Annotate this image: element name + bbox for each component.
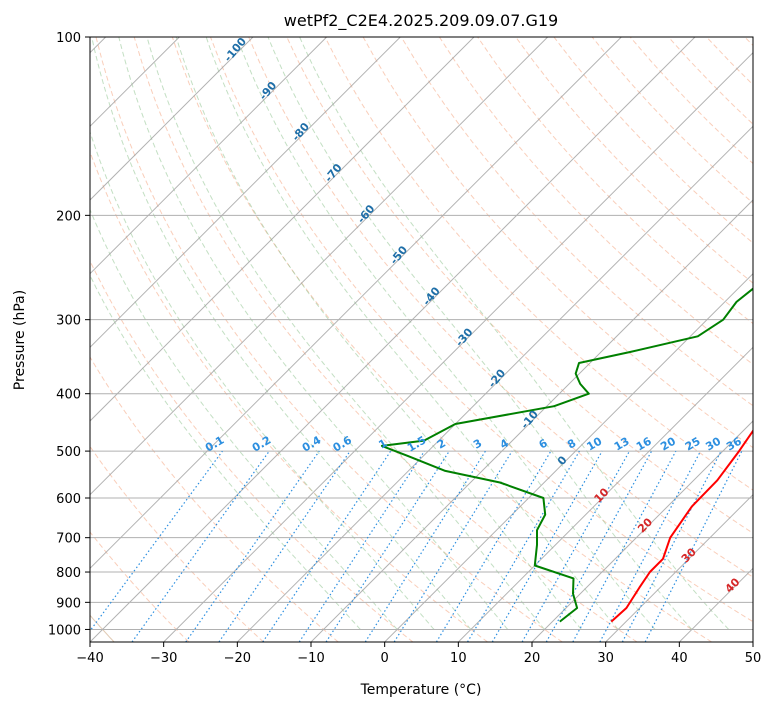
moist-adiabat-line [90, 274, 361, 630]
dry-adiabat-line [210, 37, 753, 623]
moist-adiabat-line [236, 37, 656, 630]
dry-adiabat-line [95, 37, 563, 642]
y-tick-label: 100 [56, 31, 81, 46]
x-tick-label: −30 [150, 651, 177, 666]
isotherm-line [90, 37, 328, 275]
isotherm-line [531, 420, 753, 642]
mixing-ratio-line [491, 450, 603, 642]
x-axis: −40 −30 −20 −10 0 10 20 30 40 50 [76, 642, 761, 666]
isotherm-line [310, 199, 753, 642]
mixing-ratio-line [545, 450, 653, 642]
x-tick-label: −10 [297, 651, 324, 666]
y-tick-label: 200 [56, 209, 81, 224]
mixing-ratio-line [325, 450, 450, 642]
y-tick-label: 300 [56, 314, 81, 329]
x-tick-label: 20 [524, 651, 541, 666]
chart-title: wetPf2_C2E4.2025.209.09.07.G19 [284, 11, 558, 31]
mixing-ratio-line [466, 450, 580, 642]
isotherm-line [90, 37, 549, 496]
dewpoint-profile [380, 287, 753, 623]
x-tick-label: −20 [224, 651, 251, 666]
isotherm-line [163, 51, 753, 642]
moist-adiabat-line [267, 37, 693, 630]
dry-adiabat-line [438, 37, 753, 366]
mixing-ratio-line [435, 450, 552, 642]
mixing-ratio-line [572, 450, 677, 642]
dry-adiabat-line [515, 37, 753, 284]
isotherm-line [90, 37, 254, 201]
y-tick-label: 1000 [48, 623, 81, 638]
isotherm-line [605, 493, 753, 642]
plot-frame [89, 36, 754, 643]
isotherm-line [90, 37, 696, 642]
moist-adiabat-line [91, 37, 472, 630]
isotherm-line [236, 125, 753, 642]
isotherm-line [90, 37, 401, 349]
plot-area [90, 37, 753, 642]
dry-adiabat-line [248, 37, 753, 578]
y-axis: 100 200 300 400 500 600 700 800 900 1000 [48, 31, 90, 638]
moist-adiabat-line [175, 37, 582, 630]
dry-adiabat-line [90, 445, 264, 642]
mixing-ratio-line [364, 450, 486, 642]
dry-adiabat-line [90, 150, 488, 642]
y-tick-label: 600 [56, 492, 81, 507]
y-tick-label: 800 [56, 566, 81, 581]
x-tick-label: 10 [450, 651, 467, 666]
moist-adiabat-line [205, 37, 619, 630]
x-tick-label: 40 [671, 651, 688, 666]
mixing-ratio-line [185, 450, 320, 642]
dry-adiabat-line [400, 37, 753, 407]
y-tick-label: 900 [56, 596, 81, 611]
y-tick-label: 700 [56, 532, 81, 547]
y-tick-label: 400 [56, 388, 81, 403]
mixing-ratio-line [521, 450, 631, 642]
dry-adiabat-line [90, 531, 190, 642]
mixing-ratio-line [218, 450, 351, 642]
dry-adiabat-line [171, 37, 712, 642]
moist-adiabat-line [146, 37, 545, 630]
dry-adiabat-line [90, 356, 339, 642]
temperature-profile [610, 429, 753, 623]
x-tick-label: 50 [745, 651, 762, 666]
y-axis-label: Pressure (hPa) [12, 290, 28, 390]
mixing-ratio-line [393, 450, 513, 642]
moist-adiabat-line [118, 37, 509, 630]
x-tick-label: 0 [381, 651, 389, 666]
x-tick-label: 30 [597, 651, 614, 666]
y-tick-label: 500 [56, 445, 81, 460]
isotherm-line [457, 346, 753, 642]
x-tick-label: −40 [76, 651, 103, 666]
moist-adiabat-line [90, 130, 435, 630]
dry-adiabat-line [324, 37, 753, 491]
x-axis-label: Temperature (°C) [360, 682, 482, 698]
isotherm-line [90, 37, 622, 570]
isotherm-line [90, 37, 475, 422]
moist-adiabat-line [299, 37, 730, 630]
